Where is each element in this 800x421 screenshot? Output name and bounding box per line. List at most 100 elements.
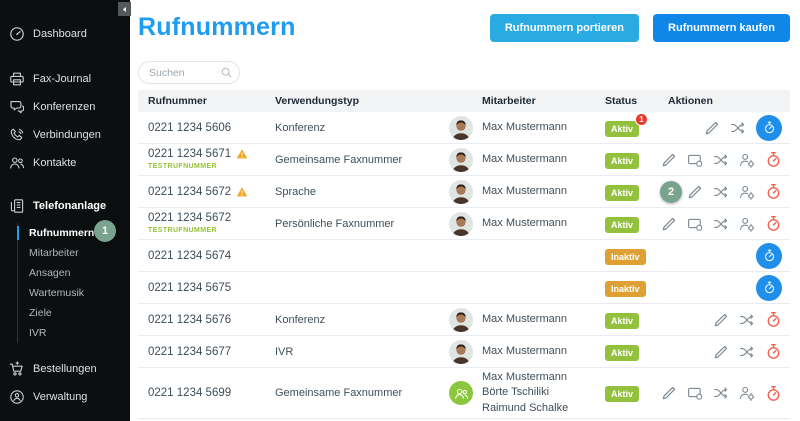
actions-cell (658, 215, 790, 232)
action-shuffle-icon[interactable] (713, 385, 729, 401)
main-content: Rufnummern Rufnummern portieren Rufnummer… (130, 0, 800, 421)
action-timer-icon[interactable] (765, 151, 782, 168)
status-cell: Aktiv (595, 215, 658, 233)
action-shuffle-icon[interactable] (739, 312, 755, 328)
sidebar-collapse-button[interactable] (118, 2, 131, 16)
action-timer-icon[interactable] (765, 385, 782, 402)
action-timer-icon[interactable] (765, 311, 782, 328)
action-shuffle-icon[interactable] (713, 152, 729, 168)
employee-avatar (449, 179, 473, 204)
sidebar-section-label: Telefonanlage (33, 200, 107, 212)
action-edit-icon[interactable] (713, 312, 729, 328)
sidebar-footer-nav: Bestellungen Verwaltung (0, 355, 130, 411)
employee-name: Max Mustermann (482, 120, 567, 133)
action-timer-icon[interactable] (765, 215, 782, 232)
employees-cell: Max Mustermann (445, 211, 595, 236)
sidebar-item-label: Fax-Journal (33, 73, 92, 85)
action-user-gear-icon[interactable] (739, 152, 755, 168)
usage-type: Sprache (275, 185, 316, 198)
employee-name: Börte Tschiliki (482, 386, 550, 399)
table-row: 0221 1234 5672 TESTRUFNUMMER Persönliche F… (138, 208, 790, 240)
action-shuffle-icon[interactable] (713, 216, 729, 232)
action-user-gear-icon[interactable] (739, 385, 755, 402)
sidebar-item-label: Verwaltung (33, 391, 88, 403)
action-edit-icon[interactable] (687, 184, 703, 200)
action-edit-icon[interactable] (661, 385, 677, 401)
action-timer-icon[interactable] (756, 274, 782, 301)
action-shuffle-icon[interactable] (713, 184, 729, 200)
table-row: 0221 1234 5677 IVR Max Mustermann Aktiv (138, 336, 790, 368)
page-title: Rufnummern (138, 13, 296, 41)
sidebar-item-konferenzen[interactable]: Konferenzen (0, 93, 130, 121)
status-cell: Inaktiv (595, 247, 658, 265)
action-edit-icon[interactable] (704, 120, 720, 136)
action-edit-icon[interactable] (661, 152, 677, 168)
status-cell: Inaktiv (595, 279, 658, 297)
sidebar-item-verbindungen[interactable]: Verbindungen (0, 121, 130, 149)
phone-number: 0221 1234 5672 (148, 185, 232, 198)
action-edit-icon[interactable] (661, 216, 677, 232)
sidebar-subitem-ansagen[interactable]: Ansagen (29, 267, 71, 279)
number-cell: 0221 1234 5675 (138, 282, 265, 294)
number-cell: 0221 1234 5677 (138, 346, 265, 358)
status-cell: Aktiv 1 (595, 112, 658, 137)
sidebar-item-fax-journal[interactable]: Fax-Journal (0, 65, 130, 93)
printer-icon (9, 71, 25, 87)
sidebar-subitem-mitarbeiter[interactable]: Mitarbeiter (29, 247, 79, 259)
sidebar-item-verwaltung[interactable]: Verwaltung (0, 383, 130, 411)
employee-name: Max Mustermann (482, 344, 567, 357)
employee-avatar (449, 147, 473, 172)
table-row: 0221 1234 5676 Konferenz Max Mustermann Akt… (138, 304, 790, 336)
status-cell: Aktiv (595, 151, 658, 169)
sidebar-nav: Dashboard Fax-Journal Konferenzen Verbindun… (0, 0, 130, 177)
phone-number: 0221 1234 5671 (148, 147, 232, 160)
sidebar-item-telefonanlage[interactable]: Telefonanlage (0, 192, 130, 220)
action-edit-icon[interactable] (713, 344, 729, 360)
search-input[interactable] (138, 61, 240, 84)
sidebar-subitem-ziele[interactable]: Ziele (29, 307, 52, 319)
sidebar-subitem-wartemusik[interactable]: Wartemusik (29, 287, 85, 299)
action-timer-icon[interactable] (765, 183, 782, 200)
notification-badge: 1 (635, 112, 649, 126)
actions-cell (658, 114, 790, 141)
action-user-gear-icon[interactable] (739, 216, 755, 232)
employee-avatar (449, 115, 473, 140)
action-timer-icon[interactable] (756, 242, 782, 269)
actions-cell: 2 (658, 180, 790, 203)
search-icon (220, 66, 233, 79)
sidebar-item-label: Verbindungen (33, 129, 101, 141)
status-badge: Aktiv (605, 120, 640, 137)
rufnummern-kaufen-button[interactable]: Rufnummern kaufen (653, 13, 790, 42)
employee-avatar (449, 211, 473, 236)
action-shuffle-icon[interactable] (730, 120, 746, 136)
employee-name: Max Mustermann (482, 184, 567, 197)
annotation-step-badge: 1 (94, 220, 116, 242)
phone-number: 0221 1234 5699 (148, 387, 232, 400)
rufnummern-portieren-button[interactable]: Rufnummern portieren (489, 13, 640, 42)
action-timer-icon[interactable] (756, 114, 782, 141)
chat-icon (9, 99, 25, 115)
status-cell: Aktiv (595, 343, 658, 361)
table-row: 0221 1234 5672 Sprache Max Mustermann Aktiv… (138, 176, 790, 208)
sidebar-item-kontakte[interactable]: Kontakte (0, 149, 130, 177)
status-badge: Inaktiv (605, 280, 646, 297)
sidebar-item-bestellungen[interactable]: Bestellungen (0, 355, 130, 383)
employee-name: Raimund Schalke (482, 401, 569, 414)
group-avatar (449, 381, 473, 406)
action-screen-icon[interactable] (687, 385, 703, 401)
employees-cell: Max Mustermann (445, 115, 595, 140)
action-screen-icon[interactable] (687, 152, 703, 168)
status-cell: Aktiv (595, 311, 658, 329)
action-user-gear-icon[interactable] (739, 184, 755, 200)
cart-icon (9, 361, 25, 377)
action-timer-icon[interactable] (765, 343, 782, 360)
action-shuffle-icon[interactable] (739, 344, 755, 360)
sidebar-subitem-ivr[interactable]: IVR (29, 327, 47, 339)
sidebar-subitem-rufnummern[interactable]: Rufnummern 1 (17, 220, 130, 243)
table-body: 0221 1234 5606 Konferenz Max Mustermann Akt… (138, 112, 790, 420)
sidebar-item-label: Bestellungen (33, 363, 97, 375)
number-cell: 0221 1234 5676 (138, 314, 265, 326)
sidebar-item-label: Konferenzen (33, 101, 96, 113)
sidebar-item-dashboard[interactable]: Dashboard (0, 20, 130, 48)
action-screen-icon[interactable] (687, 216, 703, 232)
